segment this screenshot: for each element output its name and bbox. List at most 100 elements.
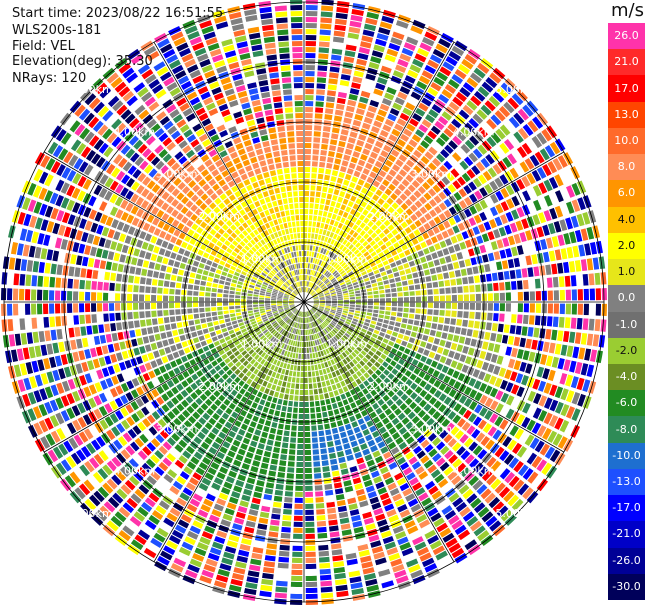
range-gate <box>329 259 334 265</box>
range-gate <box>250 465 259 473</box>
range-gate <box>164 363 172 371</box>
range-gate <box>291 425 297 431</box>
range-gate <box>187 302 193 308</box>
range-gate <box>316 319 320 325</box>
range-gate <box>538 197 548 209</box>
range-gate <box>262 316 268 321</box>
range-gate <box>275 347 281 353</box>
range-gate <box>343 443 351 450</box>
range-gate <box>377 240 384 247</box>
range-gate <box>388 134 398 143</box>
range-gate <box>154 466 165 476</box>
range-gate <box>139 302 145 310</box>
range-gate <box>199 58 211 68</box>
range-gate <box>178 349 185 357</box>
range-gate <box>426 315 433 322</box>
range-gate <box>511 209 520 220</box>
range-gate <box>304 371 308 377</box>
range-gate <box>403 128 413 137</box>
range-gate <box>84 131 95 144</box>
range-gate <box>424 64 437 75</box>
range-gate <box>324 310 330 313</box>
range-gate <box>388 340 395 347</box>
range-gate <box>489 180 499 191</box>
range-gate <box>340 261 347 267</box>
range-gate <box>532 214 541 226</box>
range-gate <box>427 464 438 474</box>
range-gate <box>327 257 332 264</box>
range-gate <box>223 551 235 560</box>
range-gate <box>349 296 355 300</box>
range-gate <box>204 422 213 431</box>
range-gate <box>297 341 300 347</box>
range-gate <box>134 156 145 167</box>
range-gate <box>470 237 478 246</box>
range-gate <box>262 406 269 414</box>
range-gate <box>355 412 362 420</box>
range-gate <box>468 320 474 328</box>
range-gate <box>330 239 335 245</box>
range-gate <box>217 302 223 307</box>
range-gate <box>493 365 501 376</box>
range-gate <box>443 198 452 208</box>
range-gate <box>360 90 371 99</box>
range-gate <box>348 311 354 315</box>
range-gate <box>448 217 456 226</box>
range-gate <box>72 172 82 185</box>
range-gate <box>240 409 248 417</box>
range-gate <box>204 371 212 379</box>
range-gate <box>358 462 367 470</box>
range-gate <box>281 329 286 335</box>
range-gate <box>234 406 242 414</box>
range-gate <box>281 77 292 84</box>
range-gate <box>329 366 335 372</box>
range-gate <box>576 318 583 330</box>
range-gate <box>355 184 362 192</box>
range-gate <box>189 558 203 568</box>
range-gate <box>189 69 201 79</box>
range-gate <box>334 284 340 288</box>
range-gate <box>515 325 522 335</box>
range-gate <box>347 200 354 208</box>
range-gate <box>39 203 48 216</box>
range-gate <box>146 118 157 129</box>
range-gate <box>305 113 313 119</box>
range-gate <box>375 421 384 429</box>
range-gate <box>256 318 262 323</box>
range-gate <box>445 172 455 182</box>
range-gate <box>175 428 185 438</box>
range-gate <box>438 555 451 566</box>
range-gate <box>337 322 343 327</box>
range-gate <box>294 491 303 497</box>
range-gate <box>185 386 194 394</box>
range-gate <box>492 429 502 441</box>
range-gate <box>519 431 530 443</box>
range-gate <box>72 202 81 214</box>
range-gate <box>11 380 21 394</box>
range-gate <box>409 350 417 358</box>
range-gate <box>360 505 371 514</box>
range-gate <box>463 437 474 448</box>
range-gate <box>170 464 181 474</box>
range-gate <box>347 328 354 333</box>
range-gate <box>244 8 257 17</box>
range-gate <box>308 383 313 389</box>
range-gate <box>399 541 412 551</box>
range-gate <box>398 252 406 259</box>
range-gate <box>73 279 80 289</box>
range-gate <box>19 288 25 301</box>
range-gate <box>141 524 154 536</box>
range-gate <box>576 274 583 286</box>
range-gate <box>403 42 416 52</box>
range-gate <box>362 388 369 395</box>
range-gate <box>257 523 268 530</box>
range-gate <box>515 373 524 384</box>
range-gate <box>308 377 312 383</box>
range-gate <box>192 75 204 84</box>
range-gate <box>130 539 144 551</box>
range-gate <box>276 120 285 127</box>
range-gate <box>426 417 435 427</box>
range-gate <box>413 430 422 439</box>
range-gate <box>239 468 248 476</box>
range-gate <box>260 462 269 470</box>
